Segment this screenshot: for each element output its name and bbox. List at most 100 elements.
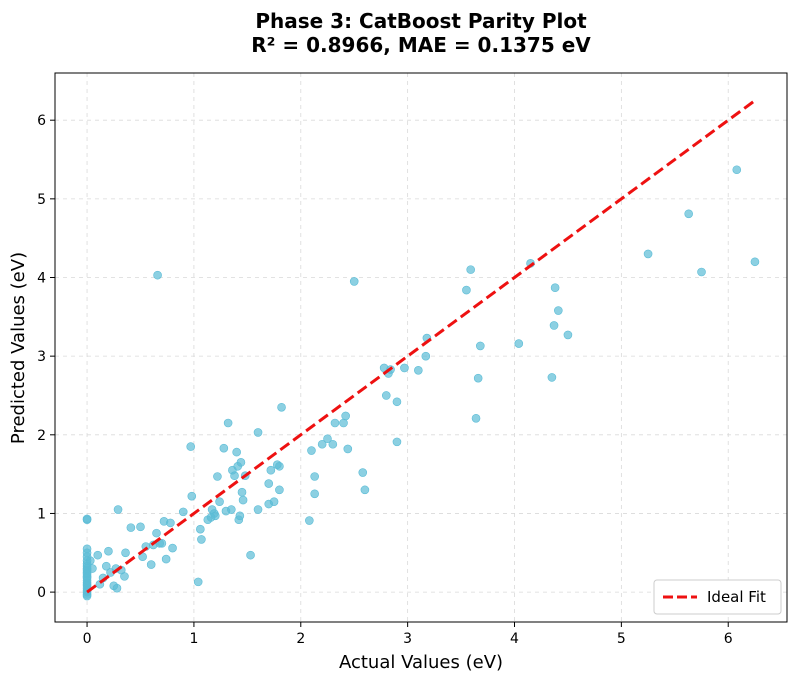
y-tick-label: 3 (37, 349, 46, 365)
data-point (381, 391, 391, 400)
data-point (697, 267, 706, 277)
data-point (414, 366, 423, 375)
data-point (236, 458, 246, 467)
data-point (112, 583, 122, 593)
data-point (186, 442, 196, 451)
plot-area-frame (54, 72, 788, 623)
x-axis-label: Actual Values (eV) (339, 652, 503, 673)
data-point (104, 546, 113, 556)
data-point (219, 443, 229, 453)
data-point (88, 564, 97, 573)
data-point (323, 434, 332, 444)
data-point (317, 439, 327, 449)
data-point (210, 511, 220, 521)
y-tick-label: 6 (37, 113, 46, 129)
x-tick-label: 3 (403, 631, 412, 647)
data-point (328, 439, 338, 449)
data-point (264, 479, 274, 488)
data-point (230, 471, 239, 481)
data-point (166, 518, 175, 528)
y-tick-label: 0 (37, 585, 46, 601)
data-point (196, 524, 205, 534)
ideal-fit-layer (86, 99, 756, 594)
data-point (275, 485, 284, 495)
y-tick-label: 1 (37, 506, 46, 522)
data-point (563, 330, 573, 340)
data-point (178, 507, 188, 517)
x-tick-label: 5 (617, 631, 626, 647)
data-point (466, 265, 475, 274)
data-point (193, 577, 203, 587)
data-point (471, 413, 481, 423)
data-point (136, 522, 145, 532)
data-point (269, 497, 279, 506)
data-point (101, 561, 111, 571)
data-point (750, 257, 760, 267)
data-point (215, 497, 224, 506)
data-point (554, 306, 563, 315)
data-point (126, 523, 136, 532)
data-point (514, 339, 524, 348)
data-point (157, 539, 167, 548)
data-point (153, 270, 162, 280)
y-tick-label: 2 (37, 428, 46, 444)
y-tick-label: 5 (37, 192, 46, 208)
data-point (330, 418, 340, 428)
data-point (187, 491, 197, 501)
data-point (161, 554, 171, 564)
data-point (253, 505, 263, 514)
data-point (400, 363, 409, 373)
ideal-fit-line (86, 99, 756, 594)
axis-ticks: 0 1 2 3 4 5 6 0 1 2 3 4 5 6 (37, 113, 733, 647)
y-tick-label: 4 (37, 270, 46, 286)
data-point (392, 397, 402, 407)
data-point (146, 560, 156, 569)
chart-title-line-1: Phase 3: CatBoost Parity Plot (255, 9, 587, 33)
data-point (266, 465, 276, 475)
data-point (235, 511, 245, 521)
data-point (310, 472, 319, 481)
scatter-points (82, 165, 760, 601)
data-point (277, 402, 286, 412)
data-point (305, 516, 314, 525)
data-point (341, 411, 350, 421)
data-point (310, 489, 319, 499)
data-point (360, 485, 370, 495)
x-tick-label: 4 (510, 631, 519, 647)
data-point (237, 487, 247, 497)
data-point (349, 277, 359, 286)
data-point (275, 461, 284, 471)
data-point (473, 373, 483, 383)
data-point (85, 556, 95, 565)
data-point (238, 495, 248, 505)
x-tick-label: 6 (724, 631, 733, 647)
data-point (421, 351, 431, 361)
data-point (168, 543, 177, 553)
chart-title-line-2: R² = 0.8966, MAE = 0.1375 eV (251, 33, 591, 57)
legend-box (653, 579, 782, 615)
data-point (227, 505, 236, 514)
data-point (113, 505, 123, 514)
data-point (476, 341, 485, 351)
data-point (120, 572, 129, 581)
data-point (82, 544, 92, 554)
data-point (82, 514, 92, 524)
data-point (547, 373, 557, 382)
data-point (232, 447, 241, 457)
data-point (307, 446, 316, 455)
data-point (197, 535, 206, 544)
data-point (358, 468, 368, 477)
data-point (392, 437, 402, 447)
data-point (152, 528, 161, 538)
data-point (550, 283, 560, 293)
data-point (643, 249, 653, 259)
y-axis-label: Predicted Values (eV) (8, 252, 29, 444)
data-point (213, 472, 222, 481)
data-point (246, 550, 255, 560)
data-point (343, 444, 353, 454)
grid-lines (55, 73, 787, 622)
data-point (339, 418, 348, 428)
x-tick-label: 2 (296, 631, 305, 647)
legend: Ideal Fit (653, 579, 782, 615)
